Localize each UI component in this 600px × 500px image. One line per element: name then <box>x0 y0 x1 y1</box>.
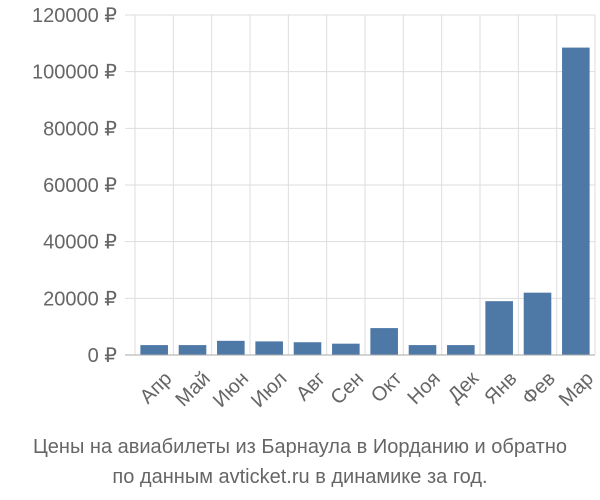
x-tick-label: Окт <box>367 368 406 407</box>
x-tick-label: Май <box>171 368 214 411</box>
bar <box>523 292 552 355</box>
x-tick-label: Янв <box>480 368 521 409</box>
y-tick-label: 40000 ₽ <box>43 232 117 254</box>
y-tick-label: 20000 ₽ <box>43 288 117 310</box>
x-tick-label: Сен <box>327 368 368 409</box>
bar <box>293 342 322 355</box>
y-tick-label: 80000 ₽ <box>43 118 117 140</box>
y-tick-label: 0 ₽ <box>88 345 118 367</box>
bar <box>370 328 398 355</box>
x-tick-label: Дек <box>444 368 483 407</box>
x-tick-label: Авг <box>292 368 330 406</box>
bar <box>447 345 475 355</box>
bar <box>178 345 207 355</box>
x-tick-label: Июн <box>209 368 253 412</box>
x-tick-label: Фев <box>518 368 560 410</box>
chart-caption-line-2: по данным avticket.ru в динамике за год. <box>112 466 488 488</box>
x-tick-label: Ноя <box>403 368 444 409</box>
y-tick-label: 120000 ₽ <box>32 5 117 27</box>
bar <box>140 345 168 355</box>
bar <box>332 343 360 355</box>
y-tick-label: 100000 ₽ <box>32 62 117 84</box>
bar-chart: 0 ₽ 20000 ₽ 40000 ₽ 60000 ₽ 80000 ₽ 100000 ₽ 1… <box>32 5 598 412</box>
chart-caption-line-1: Цены на авиабилеты из Барнаула в Иордани… <box>33 436 567 458</box>
x-tick-label: Мар <box>555 368 598 411</box>
bar <box>485 301 513 355</box>
bar <box>562 47 590 355</box>
x-tick-label: Июл <box>247 368 291 412</box>
y-tick-label: 60000 ₽ <box>43 175 117 197</box>
bar <box>255 341 283 355</box>
bar <box>217 340 245 355</box>
x-tick-label: Апр <box>136 368 177 409</box>
bar <box>408 345 437 355</box>
